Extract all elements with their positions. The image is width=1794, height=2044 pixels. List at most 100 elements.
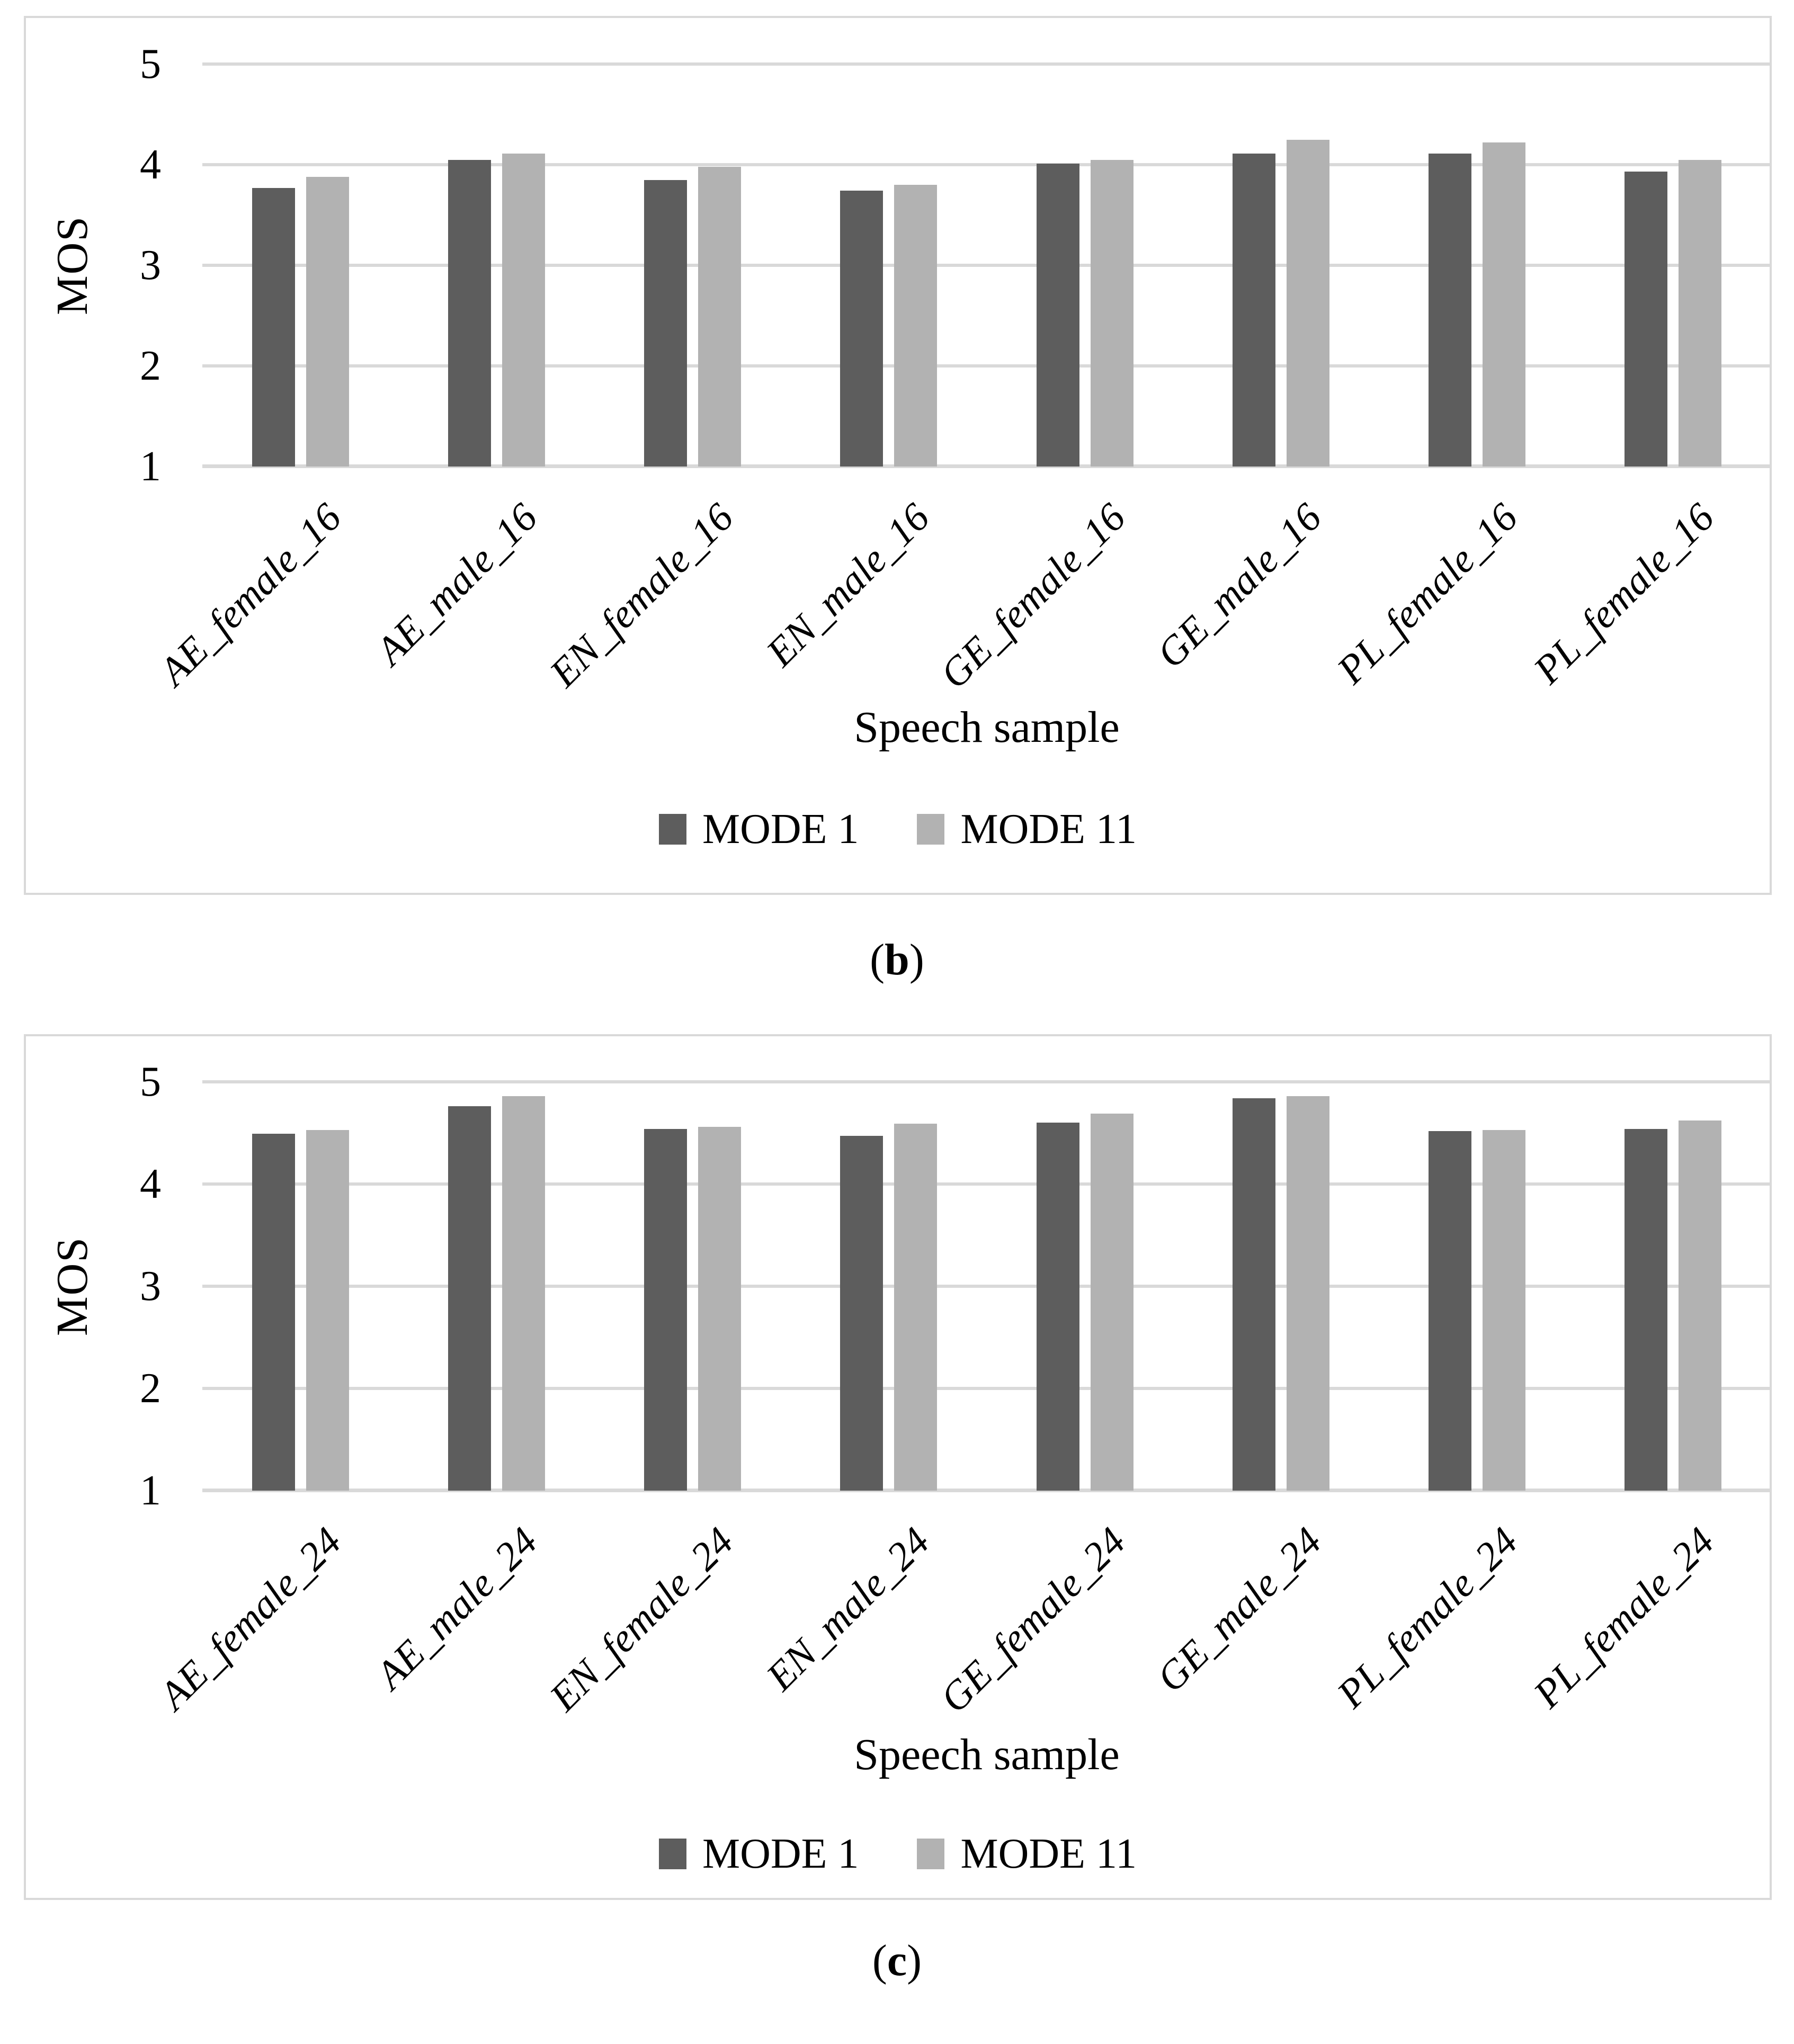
figure-page: { "figure": { "captions": [ {"open": "("… <box>0 16 1794 2044</box>
bar-mode-1-EN_male_16 <box>840 191 883 467</box>
bar-mode-1-PL_female_16 <box>1625 172 1668 467</box>
bar-group-EN_female_16 <box>595 64 791 467</box>
x-tick-label-GE_male_16: GE_male_16 <box>1148 495 1331 677</box>
y-tick-label: 2 <box>140 343 161 389</box>
x-tick-label-PL_female_24: PL_female_24 <box>1525 1519 1722 1717</box>
y-tick-label: 4 <box>140 141 161 188</box>
caption-letter: b <box>885 935 909 984</box>
y-tick-label: 5 <box>140 1059 161 1105</box>
bar-group-AE_male_16 <box>398 64 594 467</box>
bar-group-PL_female_24 <box>1575 1082 1771 1491</box>
legend-label: MODE 11 <box>960 1831 1137 1877</box>
x-tick-label-PL_female_16: PL_female_16 <box>1525 495 1722 693</box>
bars-container <box>202 64 1771 467</box>
bar-mode-1-GE_female_24 <box>1036 1123 1079 1491</box>
bar-mode-11-AE_male_24 <box>502 1096 545 1491</box>
x-tick-label-EN_female_16: EN_female_16 <box>541 495 742 696</box>
bar-group-AE_female_24 <box>202 1082 398 1491</box>
legend-swatch-icon <box>917 1839 945 1869</box>
gridline <box>202 1080 1771 1083</box>
bar-group-AE_female_16 <box>202 64 398 467</box>
legend-swatch-icon <box>658 1839 686 1869</box>
bar-group-PL_female_16 <box>1379 64 1575 467</box>
chart-panel-c: MOS 5 4 3 2 1 AE_female_24 AE_male_24 EN_female_… <box>24 1034 1772 1900</box>
chart-panel-b: MOS 5 4 3 2 1 AE_female_16 AE_male_16 EN_female_… <box>24 16 1772 895</box>
x-tick-label-GE_female_16: GE_female_16 <box>932 495 1135 697</box>
x-tick-label-AE_female_16: AE_female_16 <box>150 495 350 694</box>
caption-open-paren: ( <box>870 935 885 984</box>
bar-group-EN_male_16 <box>791 64 987 467</box>
legend-swatch-icon <box>917 814 945 845</box>
x-axis-title: Speech sample <box>854 703 1120 752</box>
x-tick-label-PL_female_24: PL_female_24 <box>1328 1519 1527 1717</box>
bar-group-AE_male_24 <box>398 1082 594 1491</box>
bar-mode-11-PL_female_16 <box>1483 142 1526 467</box>
y-tick-label: 2 <box>140 1365 161 1412</box>
bar-mode-11-AE_female_24 <box>306 1129 349 1491</box>
gridline <box>202 264 1771 267</box>
bar-mode-1-PL_female_24 <box>1625 1128 1668 1491</box>
legend-item-mode-11: MODE 11 <box>917 807 1137 851</box>
y-tick-label: 5 <box>140 41 161 87</box>
y-tick-label: 3 <box>140 1263 161 1310</box>
bar-mode-1-GE_female_16 <box>1036 164 1079 467</box>
legend: MODE 1 MODE 11 <box>26 807 1770 851</box>
gridline <box>202 1285 1771 1288</box>
bar-group-GE_female_16 <box>987 64 1183 467</box>
bar-group-GE_male_16 <box>1183 64 1379 467</box>
bars-container <box>202 1082 1771 1491</box>
legend-item-mode-11: MODE 11 <box>917 1832 1137 1876</box>
bar-group-GE_female_24 <box>987 1082 1183 1491</box>
bar-group-EN_male_24 <box>791 1082 987 1491</box>
bar-mode-11-EN_female_24 <box>698 1126 742 1491</box>
x-tick-label-EN_male_24: EN_male_24 <box>757 1519 938 1699</box>
caption-close-paren: ) <box>909 935 924 984</box>
plot-area <box>202 1080 1771 1492</box>
bar-mode-11-PL_female_24 <box>1483 1129 1526 1491</box>
bar-mode-11-EN_male_24 <box>894 1124 938 1491</box>
gridline <box>202 163 1771 166</box>
bar-group-PL_female_16 <box>1575 64 1771 467</box>
x-tick-label-GE_female_24: GE_female_24 <box>932 1519 1135 1722</box>
bar-mode-11-GE_female_16 <box>1090 159 1133 467</box>
bar-mode-1-GE_male_24 <box>1232 1098 1275 1491</box>
bar-mode-11-AE_female_16 <box>306 176 349 467</box>
x-tick-label-AE_female_24: AE_female_24 <box>150 1519 350 1718</box>
gridline <box>202 364 1771 367</box>
caption-letter: c <box>887 1936 907 1985</box>
panel-caption-c: (c) <box>0 1929 1794 1993</box>
legend-label: MODE 1 <box>702 1831 859 1877</box>
gridline <box>202 1182 1771 1186</box>
bar-mode-11-PL_female_16 <box>1679 159 1722 467</box>
bar-group-PL_female_24 <box>1379 1082 1575 1491</box>
x-tick-label-AE_male_16: AE_male_16 <box>367 495 546 674</box>
bar-mode-11-EN_female_16 <box>698 166 742 467</box>
y-tick-label: 1 <box>140 443 161 490</box>
bar-group-GE_male_24 <box>1183 1082 1379 1491</box>
bar-mode-1-AE_female_24 <box>252 1134 295 1491</box>
bar-mode-11-GE_male_16 <box>1286 139 1329 467</box>
bar-mode-1-EN_female_16 <box>644 180 688 467</box>
panel-caption-b: (b) <box>0 928 1794 992</box>
gridline <box>202 1387 1771 1390</box>
legend: MODE 1 MODE 11 <box>26 1832 1770 1876</box>
x-axis-title: Speech sample <box>854 1730 1120 1779</box>
y-tick-label: 4 <box>140 1161 161 1207</box>
bar-mode-1-AE_female_16 <box>252 187 295 467</box>
bar-mode-11-PL_female_24 <box>1679 1120 1722 1491</box>
bar-mode-11-GE_female_24 <box>1090 1113 1133 1491</box>
bar-group-EN_female_24 <box>595 1082 791 1491</box>
bar-mode-11-GE_male_24 <box>1286 1096 1329 1491</box>
bar-mode-1-EN_female_24 <box>644 1128 688 1491</box>
y-tick-label: 1 <box>140 1467 161 1514</box>
bar-mode-1-AE_male_24 <box>448 1106 491 1491</box>
caption-close-paren: ) <box>907 1936 922 1985</box>
x-tick-label-EN_male_16: EN_male_16 <box>757 495 938 675</box>
legend-item-mode-1: MODE 1 <box>658 1831 859 1877</box>
caption-open-paren: ( <box>872 1936 887 1985</box>
legend-label: MODE 11 <box>960 806 1137 853</box>
x-tick-label-AE_male_24: AE_male_24 <box>367 1519 546 1698</box>
legend-label: MODE 1 <box>702 806 859 853</box>
x-axis-line <box>202 464 1771 468</box>
bar-mode-11-EN_male_16 <box>894 185 938 467</box>
